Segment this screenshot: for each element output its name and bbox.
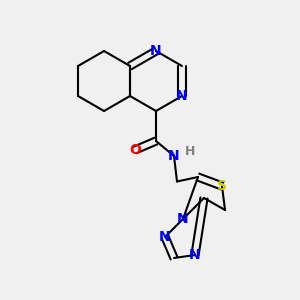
Text: N: N — [176, 89, 188, 103]
Text: N: N — [177, 212, 189, 226]
Text: N: N — [159, 230, 171, 244]
Text: N: N — [150, 44, 162, 58]
Text: S: S — [217, 179, 227, 193]
Text: O: O — [129, 143, 141, 157]
Text: H: H — [185, 145, 196, 158]
Text: N: N — [168, 149, 180, 163]
Text: N: N — [189, 248, 201, 262]
